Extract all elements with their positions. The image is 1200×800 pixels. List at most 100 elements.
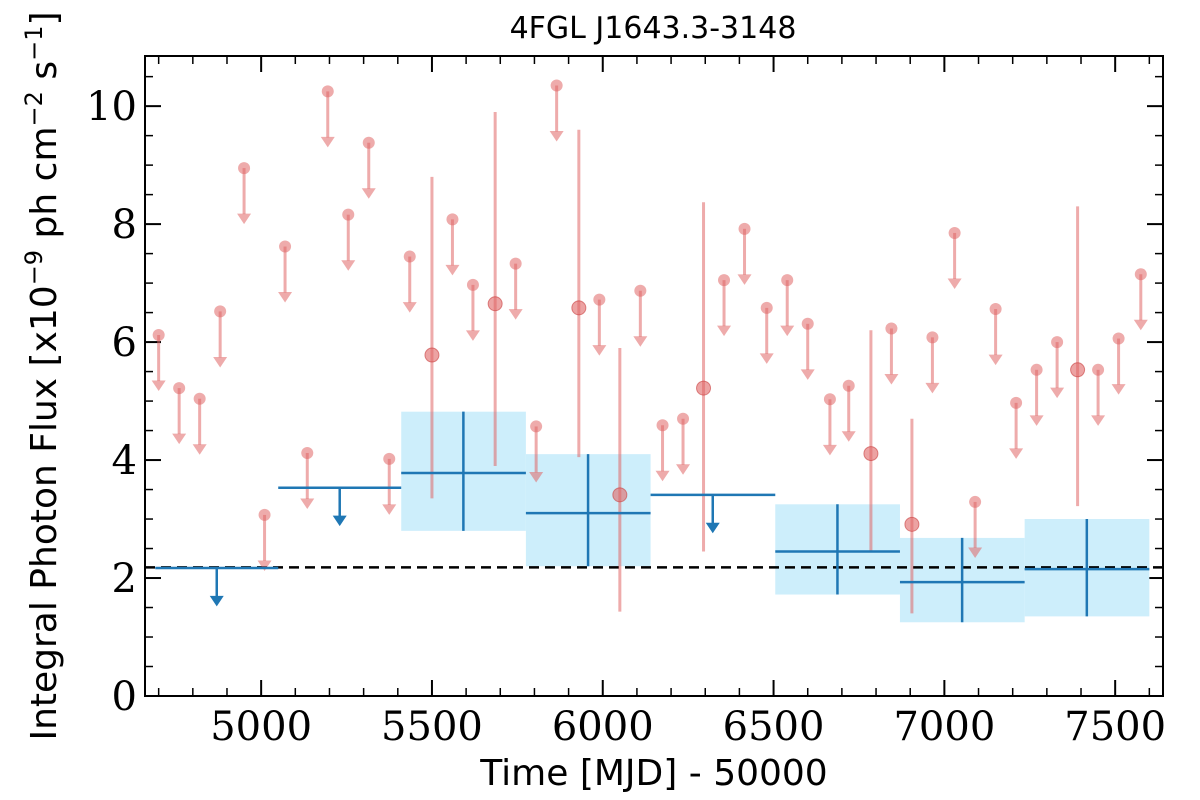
short-bin-ul-point xyxy=(193,392,206,405)
short-bin-ul-point xyxy=(1010,396,1023,409)
short-bin-ul-point xyxy=(926,331,939,344)
short-bin-ul-arrow xyxy=(257,560,272,571)
short-bin-ul-arrow xyxy=(676,464,691,475)
short-bin-ul-arrow xyxy=(341,260,356,271)
short-bin-ul-arrow xyxy=(1009,448,1024,459)
x-tick-label: 5500 xyxy=(381,704,483,750)
short-bin-ul-point xyxy=(1051,336,1064,349)
short-bin-ul-point xyxy=(801,317,814,330)
short-bin-ul-point xyxy=(509,257,522,270)
short-bin-ul-point xyxy=(550,79,563,92)
short-bin-ul-arrow xyxy=(1050,387,1065,399)
short-bin-ul-point xyxy=(152,329,165,342)
short-bin-ul-point xyxy=(1112,332,1125,345)
short-bin-ul-arrow xyxy=(549,131,564,142)
short-bin-ul-point xyxy=(948,226,961,239)
short-bin-point xyxy=(863,446,879,462)
short-bin-ul-arrow xyxy=(925,382,940,394)
short-bin-point xyxy=(487,296,503,312)
short-bin-ul-arrow xyxy=(717,325,732,337)
short-bin-ul-arrow xyxy=(529,471,544,483)
short-bin-ul-point xyxy=(656,419,669,432)
short-bin-ul-arrow xyxy=(508,309,523,320)
y-tick-label: 10 xyxy=(86,84,137,130)
short-bin-ul-arrow xyxy=(1133,319,1148,331)
short-bin-point xyxy=(424,347,440,363)
short-bin-ul-arrow xyxy=(759,353,774,364)
short-bin-ul-point xyxy=(969,495,982,508)
short-bin-ul-arrow xyxy=(1111,384,1126,395)
short-bin-ul-arrow xyxy=(300,498,315,510)
long-bin-ul-arrow xyxy=(705,522,720,534)
y-axis-label-units-exp-b: −1 xyxy=(20,26,48,61)
short-bin-ul-point xyxy=(1030,363,1043,376)
short-bin-ul-point xyxy=(885,322,898,335)
x-tick-label: 7500 xyxy=(1064,704,1166,750)
short-bin-ul-point xyxy=(738,222,751,235)
y-tick-label: 0 xyxy=(112,674,137,720)
short-bin-ul-point xyxy=(362,136,375,149)
short-bin-ul-arrow xyxy=(382,504,397,515)
short-bin-ul-point xyxy=(321,85,334,98)
y-tick-label: 6 xyxy=(112,320,137,366)
data-marks xyxy=(145,79,1163,623)
short-bin-ul-arrow xyxy=(968,547,983,558)
short-bin-ul-arrow xyxy=(402,302,417,313)
short-bin-ul-point xyxy=(342,208,355,221)
x-tick-label: 5000 xyxy=(210,704,312,750)
short-bin-ul-arrow xyxy=(237,213,252,225)
short-bin-ul-point xyxy=(446,213,459,226)
short-bin-point xyxy=(1070,362,1086,378)
short-bin-ul-arrow xyxy=(151,380,166,392)
x-axis-label: Time [MJD] - 50000 xyxy=(479,753,827,794)
short-bin-point xyxy=(571,300,587,316)
short-bin-ul-point xyxy=(466,278,479,291)
x-tick-label: 6000 xyxy=(552,704,654,750)
short-bin-ul-point xyxy=(677,412,690,425)
y-axis-label-units-b: s xyxy=(24,61,65,91)
short-bin-ul-arrow xyxy=(278,292,293,303)
short-bin-ul-arrow xyxy=(1091,415,1106,426)
short-bin-ul-arrow xyxy=(780,325,795,337)
short-bin-ul-point xyxy=(258,508,271,521)
short-bin-ul-arrow xyxy=(947,278,962,289)
y-axis-label: Integral Photon Flux [x10−9 ph cm−2 s−1] xyxy=(20,11,65,740)
short-bin-ul-arrow xyxy=(800,369,815,380)
y-axis-label-units-a: ph cm xyxy=(24,126,65,249)
short-bin-ul-arrow xyxy=(633,336,648,347)
short-bin-ul-point xyxy=(989,303,1002,316)
short-bin-ul-point xyxy=(403,250,416,263)
short-bin-ul-arrow xyxy=(655,470,670,482)
short-bin-ul-point xyxy=(593,293,606,306)
y-axis-label-units-exp-a: −2 xyxy=(20,91,48,126)
x-tick-label: 7000 xyxy=(893,704,995,750)
short-bin-point xyxy=(904,516,920,532)
short-bin-ul-arrow xyxy=(822,444,837,456)
short-bin-ul-arrow xyxy=(192,444,207,455)
short-bin-ul-arrow xyxy=(320,136,335,148)
short-bin-ul-point xyxy=(238,162,251,175)
long-bin-ul-arrow xyxy=(209,595,224,607)
short-bin-ul-arrow xyxy=(592,345,607,356)
short-bin-ul-point xyxy=(301,446,314,459)
short-bin-ul-point xyxy=(760,301,773,314)
short-bin-ul-arrow xyxy=(1029,415,1044,426)
short-bin-ul-arrow xyxy=(841,431,856,442)
short-bin-ul-arrow xyxy=(737,274,752,285)
short-bin-ul-arrow xyxy=(445,264,460,276)
short-bin-ul-point xyxy=(383,452,396,465)
short-bin-ul-point xyxy=(1092,363,1105,376)
x-tick-label: 6500 xyxy=(723,704,825,750)
plot-frame xyxy=(144,55,1164,697)
y-axis-label-exp: −9 xyxy=(20,250,48,285)
long-bin-ul-arrow xyxy=(332,515,347,527)
y-tick-label: 8 xyxy=(112,202,137,248)
short-bin-ul-arrow xyxy=(361,188,376,199)
y-axis-label-close: ] xyxy=(24,11,65,25)
short-bin-ul-point xyxy=(781,274,794,287)
short-bin-ul-point xyxy=(214,305,227,318)
short-bin-ul-point xyxy=(823,393,836,406)
short-bin-ul-point xyxy=(173,382,186,395)
short-bin-ul-point xyxy=(279,240,292,253)
